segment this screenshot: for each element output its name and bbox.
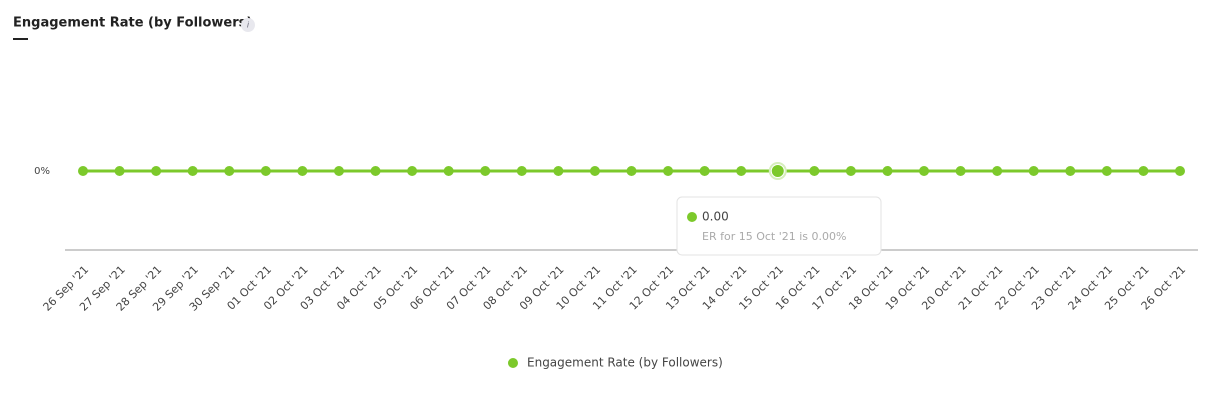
data-point bbox=[1138, 166, 1149, 176]
data-point bbox=[809, 166, 820, 176]
data-point bbox=[771, 165, 784, 177]
data-point bbox=[663, 166, 674, 176]
info-icon[interactable] bbox=[241, 18, 255, 32]
title-underline bbox=[13, 38, 28, 40]
data-point bbox=[992, 166, 1003, 176]
data-point bbox=[370, 166, 381, 176]
y-tick-label: 0% bbox=[34, 166, 50, 177]
data-point bbox=[1028, 166, 1039, 176]
data-point bbox=[333, 166, 344, 176]
data-point bbox=[736, 166, 747, 176]
data-point bbox=[882, 166, 893, 176]
data-point bbox=[1175, 166, 1185, 176]
data-point bbox=[1065, 166, 1076, 176]
data-point bbox=[407, 166, 418, 176]
data-point bbox=[589, 166, 600, 176]
data-point bbox=[114, 166, 125, 176]
legend-label: Engagement Rate (by Followers) bbox=[527, 356, 723, 370]
data-point bbox=[919, 166, 930, 176]
data-point bbox=[443, 166, 454, 176]
data-point bbox=[553, 166, 564, 176]
data-point bbox=[955, 166, 966, 176]
data-point bbox=[699, 166, 710, 176]
data-point bbox=[626, 166, 637, 176]
data-point bbox=[516, 166, 527, 176]
data-point bbox=[151, 166, 162, 176]
tooltip-marker bbox=[687, 212, 697, 222]
tooltip-value: 0.00 bbox=[702, 210, 729, 224]
tooltip-text: ER for 15 Oct '21 is 0.00% bbox=[702, 230, 846, 243]
data-point bbox=[297, 166, 308, 176]
chart-title: Engagement Rate (by Followers) bbox=[13, 16, 252, 31]
data-point bbox=[845, 166, 856, 176]
tooltip: 0.00 ER for 15 Oct '21 is 0.00% bbox=[676, 196, 882, 256]
data-point bbox=[260, 166, 271, 176]
data-point bbox=[480, 166, 491, 176]
data-point bbox=[1101, 166, 1112, 176]
tooltip-box bbox=[676, 196, 882, 256]
info-icon-text: i bbox=[247, 21, 250, 30]
legend-marker bbox=[508, 358, 518, 368]
data-point bbox=[78, 166, 88, 176]
data-point bbox=[224, 166, 235, 176]
data-point bbox=[187, 166, 198, 176]
